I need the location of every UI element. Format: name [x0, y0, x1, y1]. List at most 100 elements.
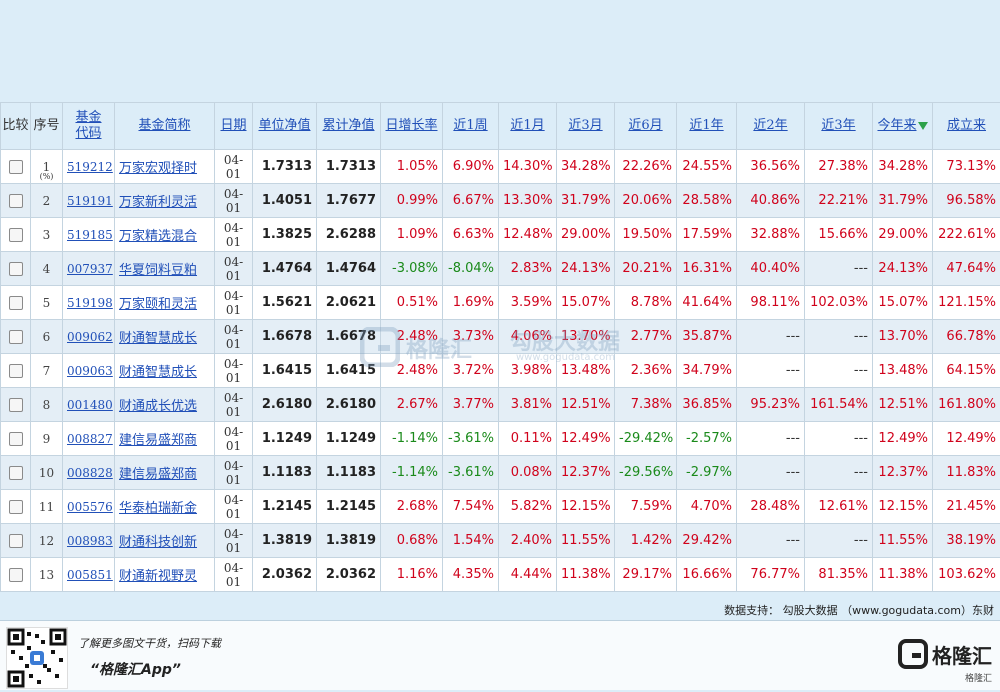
compare-checkbox[interactable]	[9, 534, 23, 548]
header-y1-link[interactable]: 近1年	[689, 118, 723, 133]
fund-name-cell[interactable]: 建信易盛郑商	[115, 456, 215, 490]
header-acc-nav[interactable]: 累计净值	[317, 103, 381, 150]
compare-checkbox[interactable]	[9, 296, 23, 310]
fund-name-cell[interactable]: 万家宏观择时	[115, 150, 215, 184]
compare-checkbox-cell[interactable]	[1, 252, 31, 286]
fund-name-link[interactable]: 万家新利灵活	[119, 195, 197, 210]
fund-code-link[interactable]: 519185	[67, 228, 113, 242]
fund-name-link[interactable]: 华夏饲料豆粕	[119, 263, 197, 278]
header-y2-link[interactable]: 近2年	[753, 118, 787, 133]
compare-checkbox[interactable]	[9, 228, 23, 242]
fund-code-link[interactable]: 009062	[67, 330, 113, 344]
header-name[interactable]: 基金简称	[115, 103, 215, 150]
header-y3-link[interactable]: 近3年	[821, 118, 855, 133]
fund-code-cell[interactable]: 519191	[63, 184, 115, 218]
header-m1-link[interactable]: 近1月	[510, 118, 544, 133]
fund-code-link[interactable]: 007937	[67, 262, 113, 276]
compare-checkbox-cell[interactable]	[1, 456, 31, 490]
compare-checkbox[interactable]	[9, 160, 23, 174]
compare-checkbox[interactable]	[9, 568, 23, 582]
header-acc-nav-link[interactable]: 累计净值	[322, 118, 374, 133]
fund-code-cell[interactable]: 008827	[63, 422, 115, 456]
fund-code-cell[interactable]: 519198	[63, 286, 115, 320]
header-ytd-link[interactable]: 今年来	[877, 118, 916, 133]
fund-name-link[interactable]: 万家精选混合	[119, 229, 197, 244]
fund-code-cell[interactable]: 005576	[63, 490, 115, 524]
fund-code-cell[interactable]: 519185	[63, 218, 115, 252]
fund-name-cell[interactable]: 财通智慧成长	[115, 320, 215, 354]
fund-name-cell[interactable]: 财通新视野灵	[115, 558, 215, 592]
fund-code-link[interactable]: 001480	[67, 398, 113, 412]
compare-checkbox-cell[interactable]	[1, 422, 31, 456]
compare-checkbox[interactable]	[9, 500, 23, 514]
header-daily-link[interactable]: 日增长率	[385, 118, 437, 133]
compare-checkbox[interactable]	[9, 466, 23, 480]
header-name-link[interactable]: 基金简称	[138, 118, 190, 133]
fund-code-link[interactable]: 519212	[67, 160, 113, 174]
compare-checkbox[interactable]	[9, 262, 23, 276]
compare-checkbox-cell[interactable]	[1, 286, 31, 320]
fund-name-cell[interactable]: 华泰柏瑞新金	[115, 490, 215, 524]
fund-code-cell[interactable]: 007937	[63, 252, 115, 286]
fund-name-cell[interactable]: 万家颐和灵活	[115, 286, 215, 320]
fund-code-link[interactable]: 009063	[67, 364, 113, 378]
header-m1[interactable]: 近1月	[499, 103, 557, 150]
fund-code-link[interactable]: 005576	[67, 500, 113, 514]
header-unit-nav[interactable]: 单位净值	[253, 103, 317, 150]
compare-checkbox-cell[interactable]	[1, 558, 31, 592]
compare-checkbox[interactable]	[9, 364, 23, 378]
fund-code-link[interactable]: 519191	[67, 194, 113, 208]
fund-name-cell[interactable]: 财通智慧成长	[115, 354, 215, 388]
fund-name-link[interactable]: 财通智慧成长	[119, 365, 197, 380]
compare-checkbox[interactable]	[9, 432, 23, 446]
header-m3[interactable]: 近3月	[557, 103, 615, 150]
fund-name-link[interactable]: 建信易盛郑商	[119, 467, 197, 482]
fund-code-link[interactable]: 005851	[67, 568, 113, 582]
fund-code-cell[interactable]: 519212	[63, 150, 115, 184]
fund-code-cell[interactable]: 009062	[63, 320, 115, 354]
fund-name-link[interactable]: 华泰柏瑞新金	[119, 501, 197, 516]
fund-name-link[interactable]: 财通成长优选	[119, 399, 197, 414]
fund-name-link[interactable]: 万家宏观择时	[119, 161, 197, 176]
fund-code-link[interactable]: 008828	[67, 466, 113, 480]
compare-checkbox[interactable]	[9, 398, 23, 412]
header-w1[interactable]: 近1周	[443, 103, 499, 150]
fund-name-cell[interactable]: 建信易盛郑商	[115, 422, 215, 456]
fund-name-link[interactable]: 万家颐和灵活	[119, 297, 197, 312]
compare-checkbox-cell[interactable]	[1, 524, 31, 558]
fund-code-cell[interactable]: 008983	[63, 524, 115, 558]
compare-checkbox[interactable]	[9, 194, 23, 208]
header-code-line1[interactable]: 基金	[75, 110, 101, 125]
fund-name-cell[interactable]: 华夏饲料豆粕	[115, 252, 215, 286]
fund-name-cell[interactable]: 万家精选混合	[115, 218, 215, 252]
header-w1-link[interactable]: 近1周	[453, 118, 487, 133]
fund-code-link[interactable]: 519198	[67, 296, 113, 310]
header-y1[interactable]: 近1年	[677, 103, 737, 150]
fund-name-link[interactable]: 财通智慧成长	[119, 331, 197, 346]
header-ytd[interactable]: 今年来	[873, 103, 933, 150]
fund-name-link[interactable]: 财通科技创新	[119, 535, 197, 550]
compare-checkbox-cell[interactable]	[1, 184, 31, 218]
fund-code-cell[interactable]: 001480	[63, 388, 115, 422]
fund-name-cell[interactable]: 万家新利灵活	[115, 184, 215, 218]
header-m6[interactable]: 近6月	[615, 103, 677, 150]
compare-checkbox-cell[interactable]	[1, 354, 31, 388]
header-since-link[interactable]: 成立来	[947, 118, 986, 133]
header-code[interactable]: 基金代码	[63, 103, 115, 150]
compare-checkbox-cell[interactable]	[1, 150, 31, 184]
compare-checkbox-cell[interactable]	[1, 490, 31, 524]
compare-checkbox-cell[interactable]	[1, 320, 31, 354]
header-m6-link[interactable]: 近6月	[628, 118, 662, 133]
fund-code-cell[interactable]: 008828	[63, 456, 115, 490]
header-y2[interactable]: 近2年	[737, 103, 805, 150]
header-since[interactable]: 成立来	[933, 103, 1000, 150]
fund-code-link[interactable]: 008827	[67, 432, 113, 446]
compare-checkbox-cell[interactable]	[1, 388, 31, 422]
fund-name-link[interactable]: 财通新视野灵	[119, 569, 197, 584]
header-daily[interactable]: 日增长率	[381, 103, 443, 150]
header-code-line2[interactable]: 代码	[75, 126, 101, 141]
compare-checkbox-cell[interactable]	[1, 218, 31, 252]
header-date-link[interactable]: 日期	[220, 118, 246, 133]
fund-code-cell[interactable]: 005851	[63, 558, 115, 592]
header-unit-nav-link[interactable]: 单位净值	[258, 118, 310, 133]
